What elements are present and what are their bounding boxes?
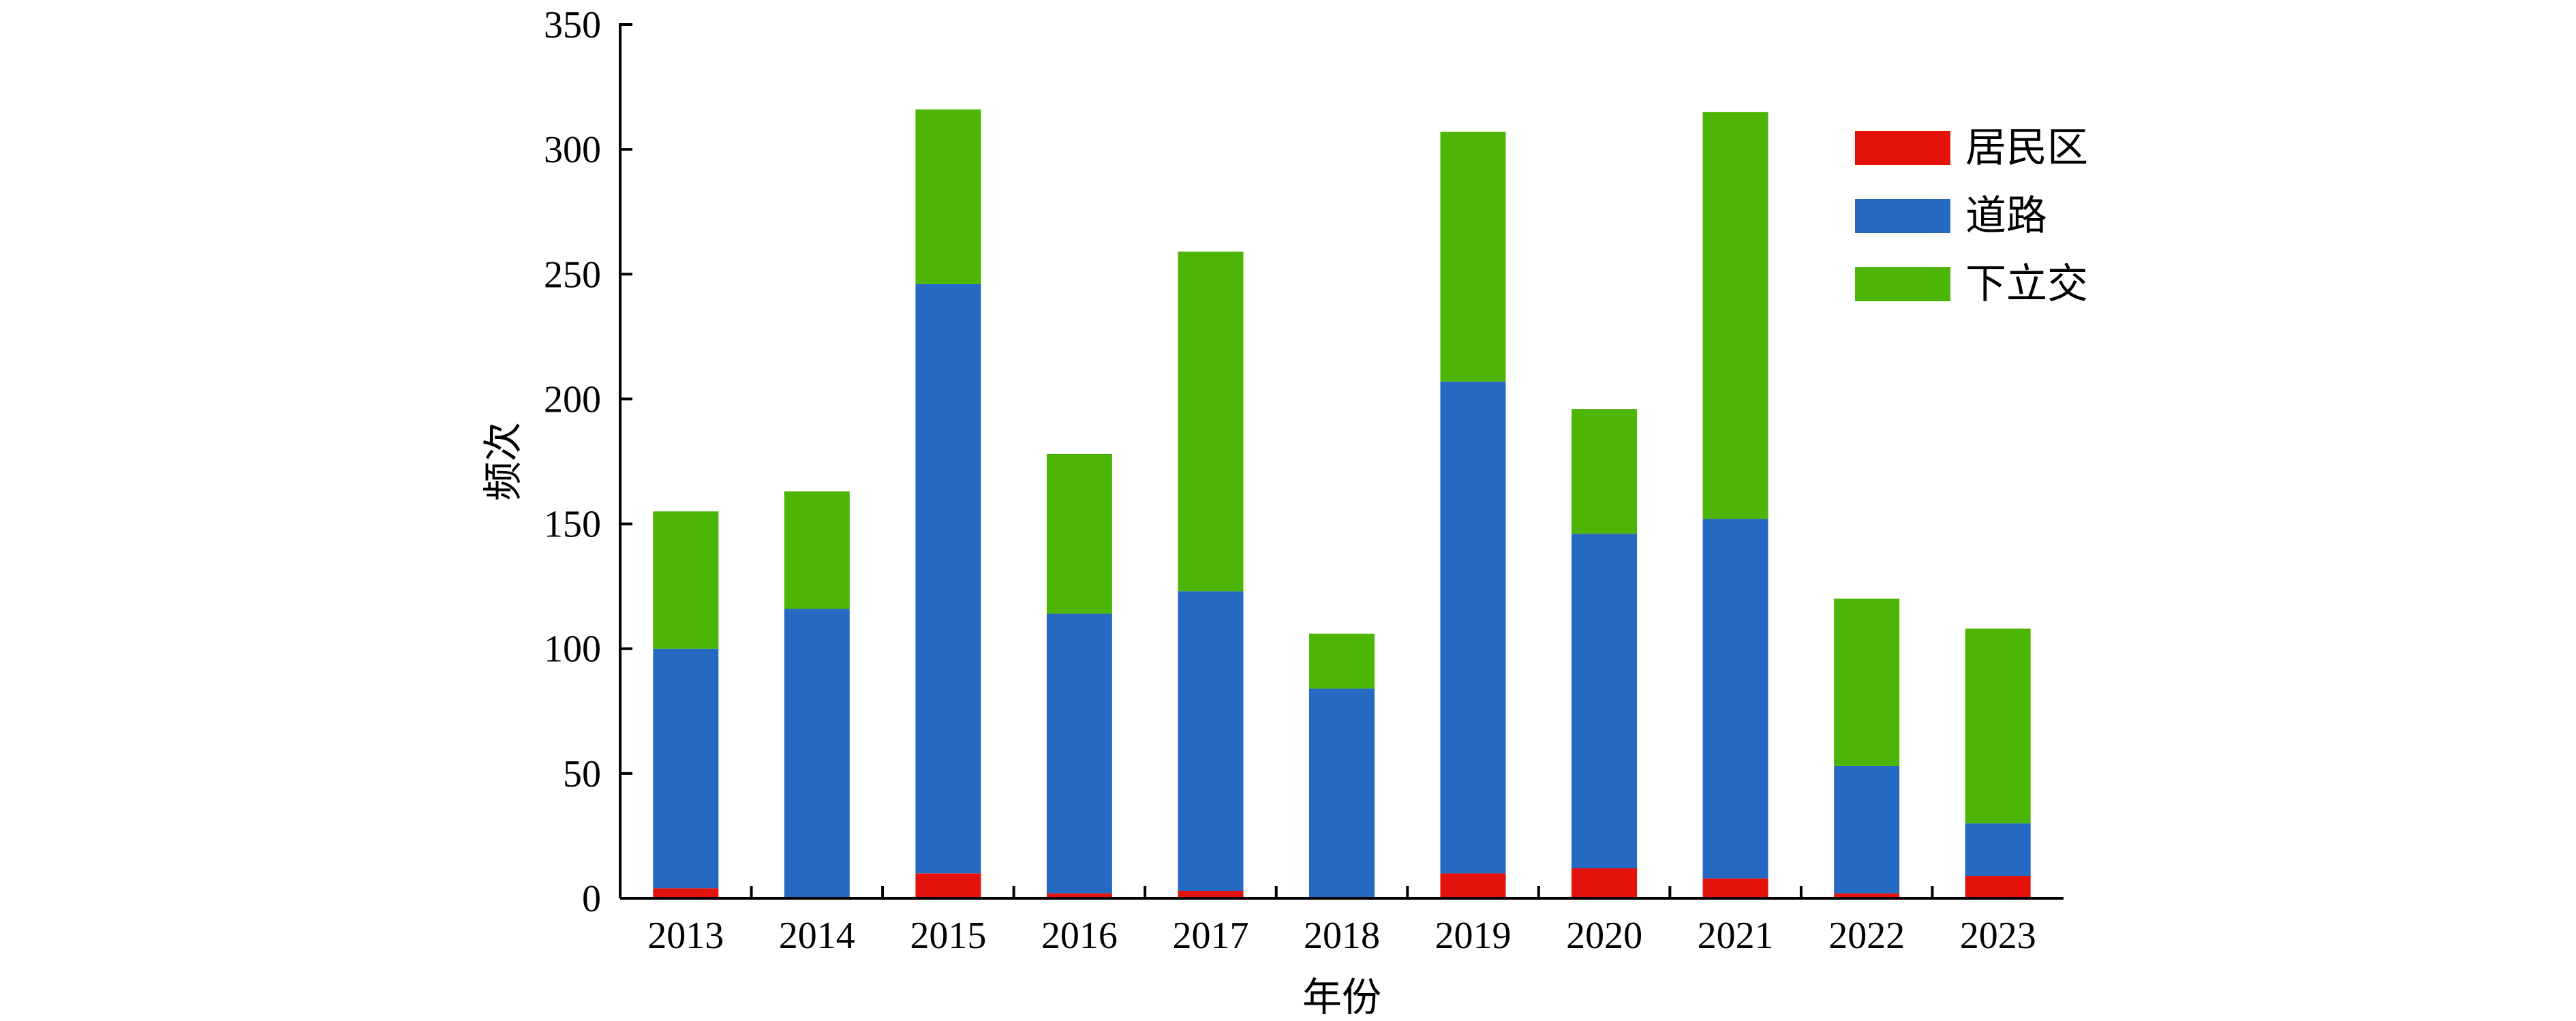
bar-2023-series-0 xyxy=(1965,876,2031,898)
bar-2016-series-0 xyxy=(1046,893,1112,898)
bar-2022-series-2 xyxy=(1834,598,1900,766)
bar-2020-series-2 xyxy=(1571,409,1638,534)
y-tick-label: 200 xyxy=(544,378,601,421)
bar-2015-series-2 xyxy=(915,109,981,284)
y-tick-label: 100 xyxy=(544,628,601,671)
y-tick-label: 350 xyxy=(544,4,601,46)
x-tick-label-2018: 2018 xyxy=(1304,915,1380,957)
bar-2015-series-1 xyxy=(915,284,981,874)
x-tick-label-2014: 2014 xyxy=(779,915,855,957)
bar-2020-series-0 xyxy=(1571,868,1638,898)
legend-swatch-0 xyxy=(1855,131,1950,165)
bar-2019-series-2 xyxy=(1440,132,1506,382)
bar-2017-series-1 xyxy=(1178,591,1244,891)
bar-2013-series-1 xyxy=(653,648,719,889)
bar-2015-series-0 xyxy=(915,873,981,898)
bar-2023-series-2 xyxy=(1965,628,2031,824)
bars-layer xyxy=(653,109,2031,898)
x-tick-label-2016: 2016 xyxy=(1041,915,1118,957)
legend-swatch-1 xyxy=(1855,199,1950,233)
x-tick-label-2017: 2017 xyxy=(1173,915,1249,957)
bar-2021-series-2 xyxy=(1702,112,1768,519)
legend-label-2: 下立交 xyxy=(1965,262,2088,307)
x-tick-label-2015: 2015 xyxy=(910,915,986,957)
bar-2013-series-0 xyxy=(653,888,719,898)
bar-2017-series-0 xyxy=(1178,891,1244,898)
bar-2019-series-0 xyxy=(1440,873,1506,898)
x-tick-label-2020: 2020 xyxy=(1566,915,1642,957)
bar-2014-series-1 xyxy=(784,609,850,898)
bar-2023-series-1 xyxy=(1965,823,2031,876)
y-tick-label: 250 xyxy=(544,254,601,296)
bar-2016-series-1 xyxy=(1046,613,1112,894)
bar-2022-series-0 xyxy=(1834,893,1900,898)
legend-swatch-2 xyxy=(1855,267,1950,301)
x-axis-title: 年份 xyxy=(1302,975,1381,1018)
bar-2013-series-2 xyxy=(653,511,719,649)
y-axis-title: 频次 xyxy=(481,422,525,501)
x-tick-label-2021: 2021 xyxy=(1698,915,1774,957)
legend-label-0: 居民区 xyxy=(1965,125,2088,170)
bar-2022-series-1 xyxy=(1834,765,1900,894)
bar-2019-series-1 xyxy=(1440,381,1506,874)
legend-label-1: 道路 xyxy=(1965,194,2047,239)
bar-2020-series-1 xyxy=(1571,534,1638,868)
bar-2018-series-2 xyxy=(1309,633,1375,689)
bar-2016-series-2 xyxy=(1046,454,1112,614)
y-tick-label: 50 xyxy=(563,753,601,795)
bar-2017-series-2 xyxy=(1178,252,1244,592)
x-tick-label-2022: 2022 xyxy=(1828,915,1905,957)
y-tick-label: 300 xyxy=(544,129,601,171)
axes-layer: 0 50 100 150 200 250 300 350 2013 2014 2015 2016 201… xyxy=(544,4,2064,957)
bar-2014-series-2 xyxy=(784,491,850,609)
bar-2021-series-0 xyxy=(1702,878,1768,898)
x-tick-label-2023: 2023 xyxy=(1960,915,2036,957)
x-tick-label-2019: 2019 xyxy=(1435,915,1512,957)
x-tick-label-2013: 2013 xyxy=(647,915,724,957)
y-tick-label: 0 xyxy=(582,878,601,920)
y-tick-label: 150 xyxy=(544,504,601,546)
bar-2018-series-1 xyxy=(1309,688,1375,898)
bar-2021-series-1 xyxy=(1702,519,1768,879)
